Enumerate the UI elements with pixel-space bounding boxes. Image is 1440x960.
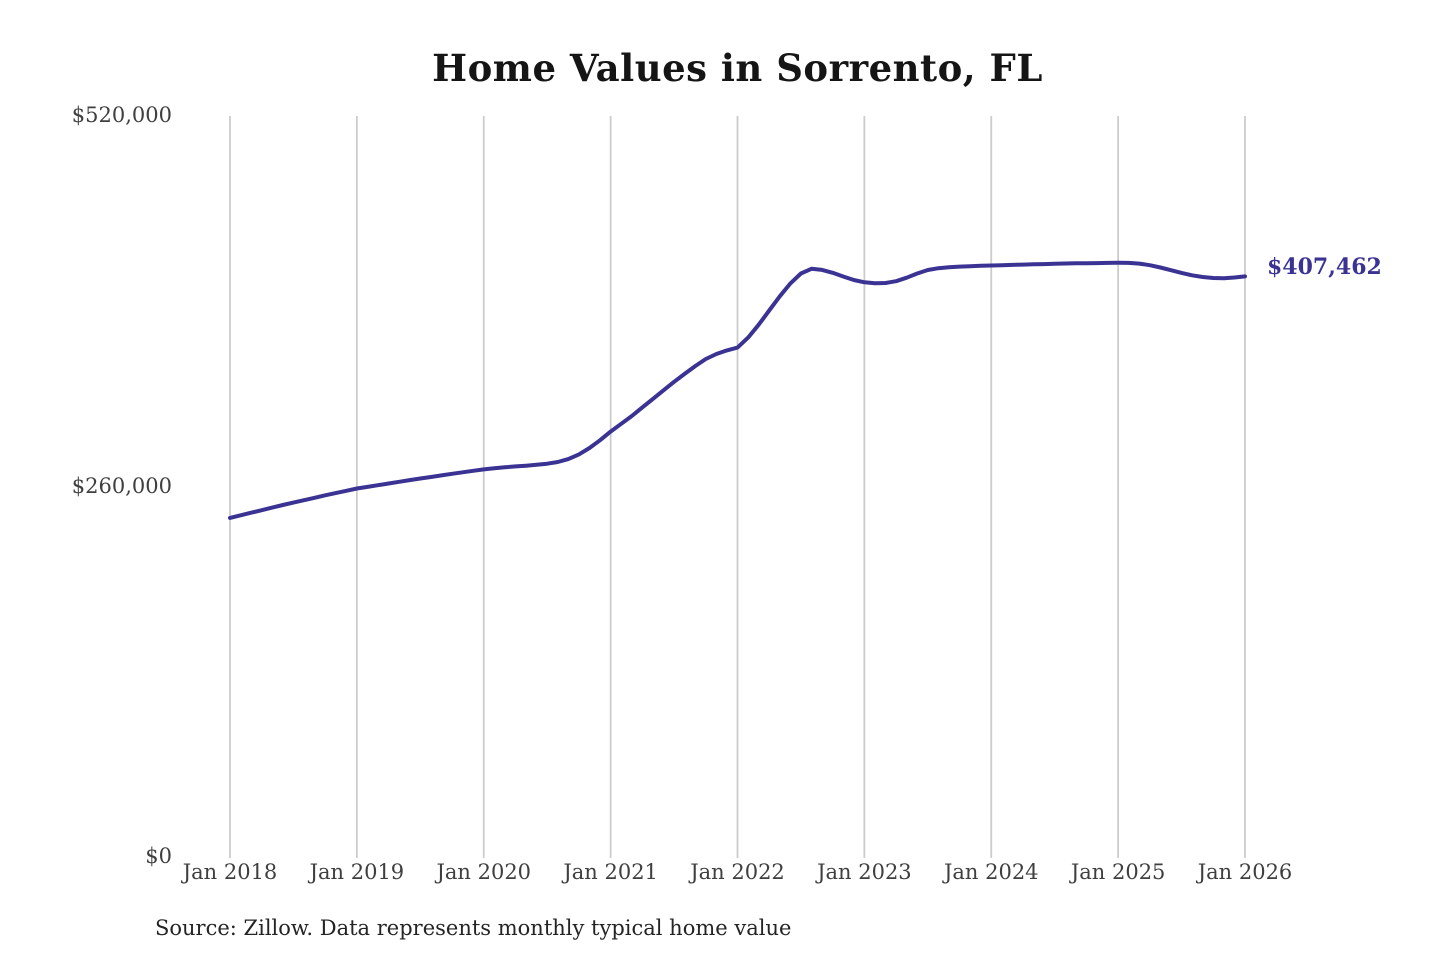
y-tick-label-1: $260,000 [71,473,172,498]
x-tick-label-jan-2019: Jan 2019 [309,860,405,884]
vertical-gridlines [229,116,1246,858]
x-tick-label-jan-2026: Jan 2026 [1197,860,1293,884]
chart-title: Home Values in Sorrento, FL [432,46,1043,90]
latest-value-label: $407,462 [1267,254,1382,281]
home-value-line [228,260,1247,520]
x-tick-label-jan-2020: Jan 2020 [436,860,532,884]
source-note: Source: Zillow. Data represents monthly … [155,916,792,940]
x-tick-label-jan-2023: Jan 2023 [817,860,912,884]
y-tick-label-2: $0 [145,844,172,868]
y-tick-label-0: $520,000 [71,103,172,127]
x-tick-label-jan-2018: Jan 2018 [182,860,278,884]
x-tick-label-jan-2022: Jan 2022 [690,860,785,884]
x-tick-label-jan-2025: Jan 2025 [1070,860,1166,884]
x-tick-label-jan-2021: Jan 2021 [563,860,658,884]
x-tick-label-jan-2024: Jan 2024 [943,860,1039,884]
